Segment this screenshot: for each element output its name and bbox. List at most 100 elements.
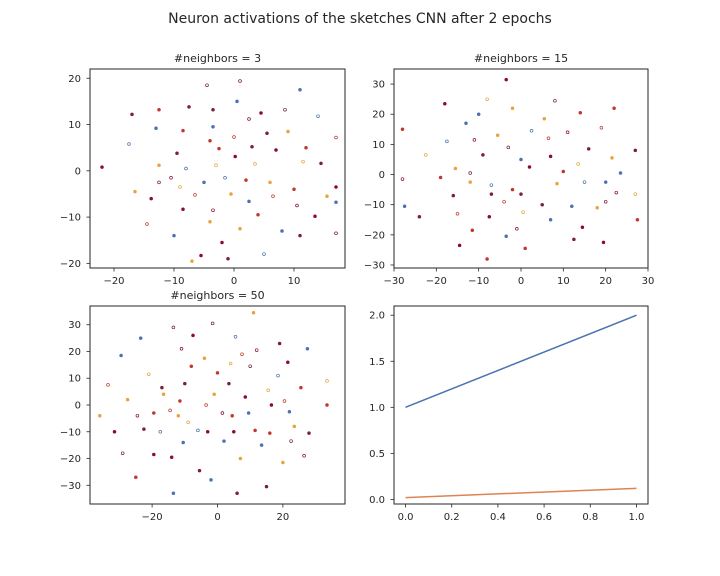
scatter-point — [204, 403, 208, 407]
scatter-point — [504, 77, 508, 82]
scatter-point — [334, 135, 338, 140]
x-tick-label: −20 — [142, 512, 163, 523]
y-tick-label: −30 — [364, 260, 385, 271]
scatter-point — [334, 185, 338, 189]
scatter-point — [289, 439, 293, 443]
scatter-point — [504, 234, 508, 239]
scatter-point — [145, 222, 149, 226]
scatter-point — [152, 452, 156, 457]
scatter-point — [161, 392, 166, 397]
scatter-point — [172, 233, 176, 238]
scatter-point — [268, 431, 272, 435]
scatter-point — [160, 385, 164, 390]
scatter-point — [135, 413, 140, 418]
x-tick-label: 0.6 — [536, 512, 552, 523]
y-tick-label: −20 — [60, 259, 81, 270]
axes-frame — [89, 68, 346, 269]
scatter-point — [130, 112, 134, 117]
scatter-point — [618, 171, 623, 175]
scatter-point — [268, 180, 272, 185]
scatter-point — [181, 440, 185, 445]
scatter-point — [98, 413, 102, 418]
scatter-point — [154, 126, 158, 130]
scatter-point — [193, 193, 197, 197]
x-tick-label: 0.2 — [444, 512, 460, 523]
scatter-point — [227, 381, 231, 386]
scatter-point — [316, 114, 320, 118]
scatter-point — [223, 176, 227, 180]
scatter-point — [287, 409, 292, 414]
scatter-point — [152, 411, 156, 415]
scatter-point — [120, 451, 125, 455]
scatter-point — [134, 475, 138, 479]
axes-frame — [393, 68, 649, 269]
subplot-1: #neighbors = 3 −20 −10 0 10 −20 −10 0 10 20 — [60, 52, 346, 287]
scatter-point — [298, 88, 302, 92]
scatter-point — [576, 162, 580, 166]
scatter-point — [230, 413, 234, 418]
x-tick-label: −30 — [383, 276, 404, 287]
scatter-point — [238, 79, 242, 83]
x-tick-label: 0 — [518, 276, 524, 287]
x-tick-label: −20 — [426, 276, 447, 287]
scatter-point — [277, 341, 282, 346]
scatter-point — [169, 455, 174, 459]
scatter-point — [181, 128, 185, 133]
scatter-point — [292, 187, 296, 192]
scatter-point — [438, 175, 443, 180]
scatter-point — [417, 214, 422, 219]
scatter-point — [489, 192, 494, 196]
scatter-point — [553, 98, 557, 103]
scatter-point — [262, 252, 266, 256]
scatter-point — [211, 125, 215, 129]
scatter-point — [229, 192, 233, 196]
scatter-point — [276, 373, 280, 378]
x-tick-label: −10 — [468, 276, 489, 287]
x-tick-label: −20 — [103, 276, 124, 287]
scatter-point — [189, 364, 194, 368]
y-tick-label: 0 — [75, 401, 81, 412]
scatter-point — [313, 214, 317, 218]
scatter-point — [325, 194, 329, 199]
scatter-point — [157, 163, 161, 168]
scatter-point — [266, 388, 270, 393]
scatter-point — [603, 180, 608, 184]
y-tick-label: 1.0 — [369, 403, 385, 414]
subplot-title: #neighbors = 3 — [174, 52, 261, 65]
axes-layer: #neighbors = 3−20 −10 0 10−20−1001020#neigh… — [60, 52, 654, 523]
scatter-point — [319, 161, 323, 166]
scatter-point — [601, 240, 606, 245]
scatter-point — [232, 135, 236, 139]
scatter-point — [222, 439, 226, 443]
x-tick-label: 0.8 — [582, 512, 598, 523]
scatter-point — [243, 395, 248, 399]
scatter-point — [283, 107, 287, 112]
scatter-point — [548, 154, 553, 159]
x-tick-label: 0 — [231, 276, 237, 287]
scatter-point — [264, 484, 269, 489]
y-tick-label: −20 — [364, 230, 385, 241]
scatter-point — [529, 129, 534, 133]
scatter-point — [282, 399, 287, 403]
scatter-point — [487, 214, 492, 219]
y-tick-label: 10 — [68, 374, 81, 385]
scatter-point — [125, 397, 130, 402]
scatter-point — [232, 430, 236, 434]
x-tick-label: 20 — [599, 276, 612, 287]
scatter-point — [215, 371, 220, 375]
scatter-point — [238, 226, 242, 231]
scatter-point — [169, 176, 173, 180]
subplot-3: #neighbors = 50 −20 0 20 −30 −20 −10 0 10 20 30 — [60, 289, 346, 523]
y-tick-label: 20 — [372, 110, 385, 121]
scatter-point — [100, 165, 104, 169]
scatter-point — [138, 336, 143, 340]
scatter-point — [281, 460, 285, 465]
scatter-point — [244, 178, 248, 182]
y-tick-label: 0.0 — [369, 495, 385, 506]
scatter-point — [208, 219, 212, 224]
scatter-point — [298, 233, 302, 238]
y-tick-label: 20 — [68, 74, 81, 85]
scatter-point — [248, 364, 252, 368]
scatter-point — [157, 180, 161, 185]
scatter-point — [489, 183, 494, 187]
